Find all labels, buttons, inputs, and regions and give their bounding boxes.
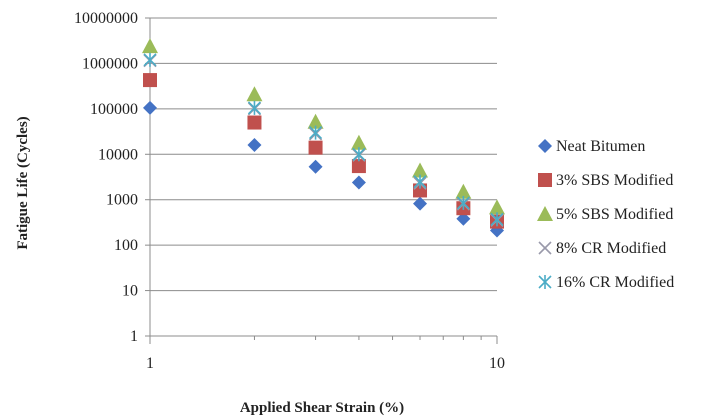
gridlines — [150, 17, 497, 292]
y-tick-label: 10000000 — [74, 10, 138, 27]
tick-labels: 1 10 100 1000 10000 100000 1000000 10000000 1 10 — [74, 10, 505, 372]
y-tick-label: 100000 — [90, 101, 138, 118]
data-point — [351, 175, 366, 190]
legend-item: 16% CR Modified — [538, 274, 674, 291]
data-point — [143, 52, 157, 67]
legend-marker — [537, 206, 553, 221]
y-tick-label: 1000 — [106, 192, 138, 209]
y-tick-label: 1000000 — [82, 55, 138, 72]
legend-label: 16% CR Modified — [556, 274, 674, 291]
legend-label: Neat Bitumen — [556, 138, 645, 155]
data-points — [142, 38, 505, 238]
data-point — [413, 174, 427, 189]
series-2 — [142, 38, 505, 215]
y-tick-label: 100 — [114, 237, 138, 254]
legend-item: 8% CR Modified — [538, 240, 666, 257]
data-point — [247, 115, 262, 130]
data-point — [490, 212, 504, 227]
x-axis-title: Applied Shear Strain (%) — [240, 400, 404, 416]
data-point — [308, 125, 323, 140]
x-tick-label: 1 — [146, 355, 154, 372]
data-point — [247, 138, 262, 153]
legend-marker — [538, 275, 552, 289]
x-tick-label: 10 — [489, 355, 505, 372]
data-point — [412, 162, 429, 178]
data-point — [246, 86, 263, 102]
series-0 — [143, 100, 504, 238]
data-point — [455, 183, 472, 199]
data-point — [352, 147, 366, 162]
series-4 — [143, 52, 504, 227]
data-point — [307, 113, 324, 129]
legend-marker — [538, 241, 552, 255]
data-point — [456, 211, 471, 226]
legend: Neat Bitumen 3% SBS Modified 5% SBS Modifi… — [537, 138, 674, 291]
data-point — [308, 159, 323, 174]
legend-item: 3% SBS Modified — [538, 172, 673, 189]
data-point — [413, 196, 428, 211]
legend-label: 3% SBS Modified — [556, 172, 673, 189]
data-point — [247, 100, 262, 115]
axes — [145, 17, 498, 344]
y-tick-label: 10 — [122, 283, 138, 300]
data-point — [142, 38, 158, 54]
data-point — [143, 100, 157, 115]
legend-label: 8% CR Modified — [556, 240, 666, 257]
marker-stroke — [538, 241, 552, 255]
data-point — [351, 159, 366, 174]
y-tick-label: 10000 — [98, 146, 138, 163]
legend-marker — [538, 173, 552, 187]
series-1 — [143, 73, 504, 229]
legend-label: 5% SBS Modified — [556, 206, 673, 223]
data-point — [456, 195, 470, 210]
data-point — [489, 199, 505, 215]
legend-marker — [538, 139, 552, 153]
data-point — [143, 73, 157, 88]
data-point — [308, 140, 323, 155]
legend-item: 5% SBS Modified — [537, 206, 673, 223]
y-tick-label: 1 — [130, 328, 138, 345]
series-3 — [143, 54, 504, 227]
legend-item: Neat Bitumen — [538, 138, 645, 155]
y-axis-title: Fatigue Life (Cycles) — [15, 116, 31, 249]
data-point — [350, 134, 367, 150]
